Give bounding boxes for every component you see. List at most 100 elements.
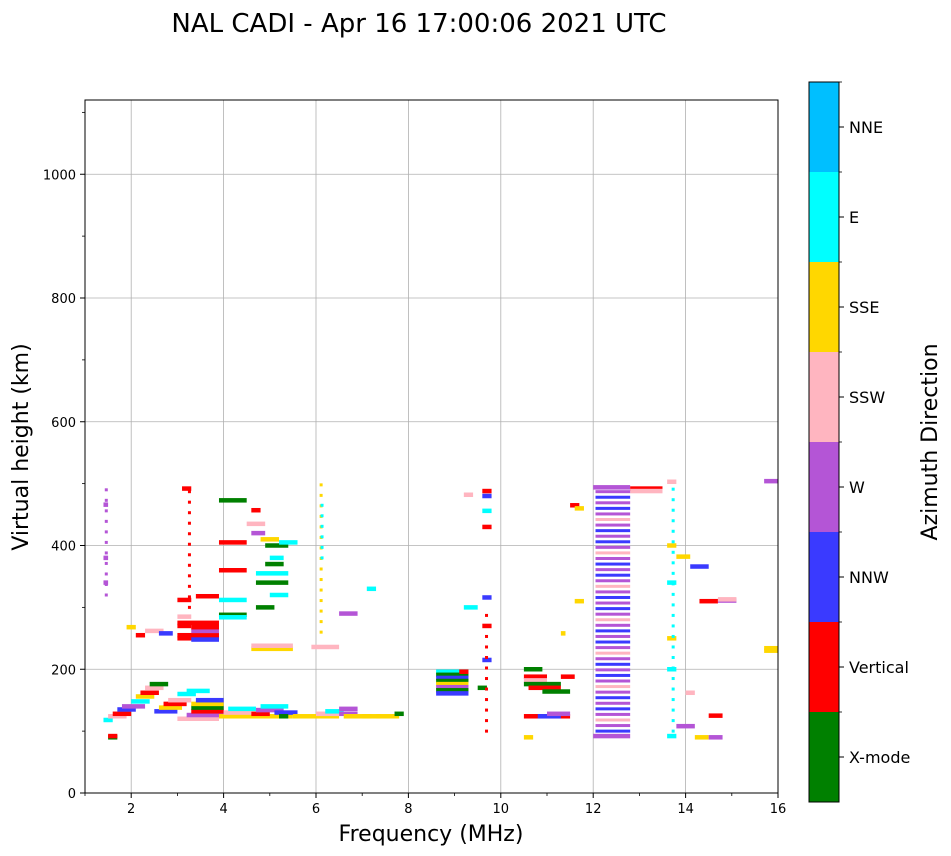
- echo-mark: [251, 646, 293, 652]
- echo-mark: [482, 524, 492, 530]
- echo-mark: [671, 571, 675, 575]
- echo-mark: [671, 719, 675, 723]
- echo-mark: [593, 485, 631, 490]
- echo-mark: [595, 701, 631, 705]
- echo-mark: [339, 611, 358, 616]
- echo-mark: [265, 561, 284, 567]
- echo-mark: [595, 690, 631, 694]
- echo-mark: [319, 599, 323, 603]
- echo-mark: [260, 704, 289, 709]
- y-tick-label: 0: [68, 787, 76, 802]
- echo-mark: [595, 584, 631, 588]
- echo-mark: [671, 550, 675, 554]
- echo-mark: [436, 678, 469, 684]
- echo-mark: [671, 508, 675, 512]
- echo-mark: [542, 689, 571, 694]
- echo-mark: [537, 714, 561, 719]
- echo-mark: [595, 618, 631, 622]
- echo-mark: [319, 588, 323, 592]
- echo-mark: [708, 735, 723, 740]
- echo-mark: [255, 605, 275, 610]
- echo-mark: [485, 624, 489, 628]
- echo-mark: [595, 629, 631, 633]
- echo-mark: [195, 593, 219, 599]
- echo-mark: [260, 537, 280, 542]
- echo-mark: [595, 662, 631, 666]
- echo-mark: [319, 483, 323, 487]
- echo-mark: [376, 714, 400, 719]
- echo-mark: [523, 735, 534, 740]
- echo-mark: [186, 712, 224, 718]
- echo-mark: [218, 568, 247, 573]
- echo-mark: [574, 598, 584, 604]
- echo-mark: [595, 529, 631, 533]
- echo-mark: [595, 712, 631, 716]
- echo-mark: [595, 607, 631, 611]
- echo-mark: [316, 711, 340, 717]
- x-tick-label: 8: [404, 802, 412, 817]
- colorbar-label: Azimuth Direction: [918, 343, 943, 540]
- echo-mark: [574, 506, 584, 511]
- echo-mark: [218, 615, 247, 620]
- echo-mark: [671, 529, 675, 533]
- echo-mark: [158, 631, 173, 636]
- echo-mark: [671, 666, 675, 670]
- echo-mark: [343, 714, 372, 719]
- echo-mark: [149, 681, 169, 687]
- echo-mark: [595, 707, 631, 711]
- echo-mark: [595, 724, 631, 728]
- y-tick-label: 200: [51, 663, 76, 678]
- echo-mark: [482, 657, 492, 663]
- echo-mark: [269, 592, 289, 598]
- colorbar-tick-label: X-mode: [849, 748, 910, 767]
- x-tick-label: 2: [127, 802, 135, 817]
- echo-mark: [523, 681, 561, 687]
- echo-mark: [595, 512, 631, 516]
- echo-mark: [436, 675, 469, 681]
- echo-mark: [311, 644, 340, 650]
- echo-mark: [218, 498, 247, 503]
- echo-mark: [251, 711, 270, 717]
- echo-mark: [320, 556, 324, 560]
- echo-mark: [485, 634, 489, 638]
- echo-mark: [671, 603, 675, 607]
- colorbar-frame: [808, 81, 840, 803]
- echo-mark: [104, 509, 108, 513]
- echo-mark: [485, 645, 489, 649]
- echo-mark: [228, 706, 256, 712]
- echo-mark: [187, 605, 191, 609]
- echo-mark: [630, 488, 663, 494]
- echo-mark: [223, 710, 252, 715]
- echo-mark: [595, 495, 631, 499]
- echo-mark: [255, 707, 284, 713]
- echo-mark: [560, 674, 575, 679]
- echo-mark: [595, 506, 631, 510]
- echo-mark: [485, 708, 489, 712]
- x-axis-label: Frequency (MHz): [339, 822, 524, 847]
- echo-mark: [103, 580, 109, 585]
- echo-mark: [320, 524, 324, 528]
- chart-title: NAL CADI - Apr 16 17:00:06 2021 UTC: [171, 9, 666, 39]
- colorbar-tick-label: Vertical: [849, 658, 909, 677]
- echo-mark: [671, 561, 675, 565]
- echo-mark: [595, 568, 631, 572]
- echo-mark: [595, 640, 631, 644]
- echo-mark: [595, 646, 631, 650]
- echo-mark: [685, 690, 695, 696]
- colorbar-tick-label: E: [849, 208, 859, 227]
- echo-mark: [595, 729, 631, 733]
- echo-mark: [667, 636, 677, 641]
- echo-mark: [195, 697, 224, 703]
- echo-mark: [595, 595, 631, 599]
- echo-mark: [485, 613, 489, 617]
- echo-mark: [187, 511, 191, 515]
- x-tick-label: 16: [770, 802, 787, 817]
- echo-mark: [265, 543, 289, 548]
- echo-mark: [187, 500, 191, 504]
- echo-mark: [394, 711, 404, 717]
- echo-mark: [145, 685, 164, 691]
- echo-mark: [671, 519, 675, 523]
- echo-mark: [177, 691, 196, 697]
- echo-mark: [667, 479, 677, 485]
